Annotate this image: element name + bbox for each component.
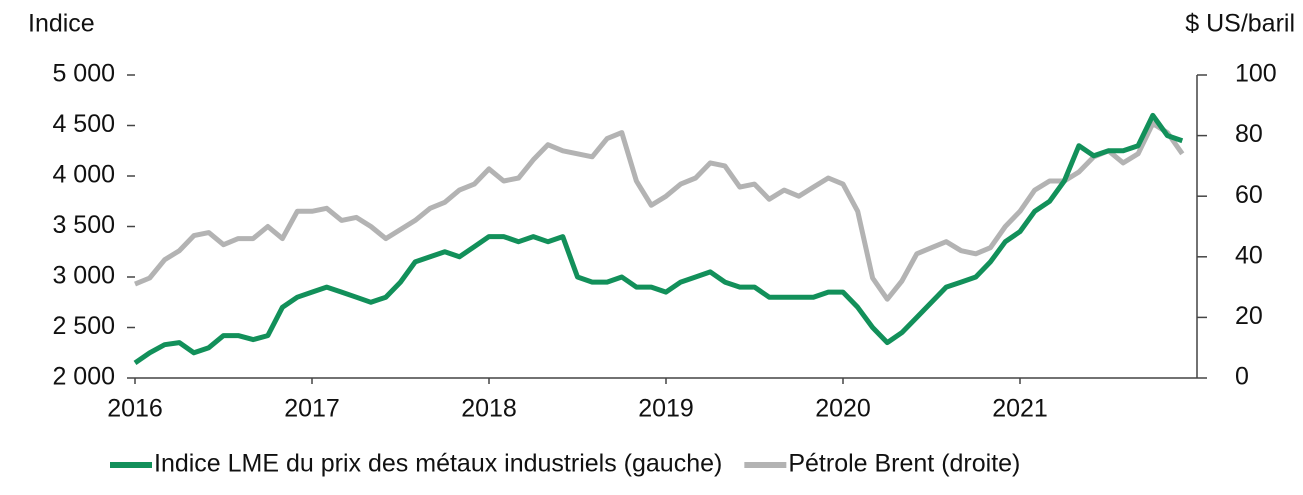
series-line (134, 121, 1185, 302)
y2-tick-label: 40 (1235, 241, 1263, 269)
y-axis-title: Indice (28, 10, 95, 38)
y-tick-label: 5 000 (52, 60, 115, 88)
x-tick-label: 2016 (107, 395, 163, 423)
x-tick-label: 2019 (638, 395, 694, 423)
y-tick-label: 2 000 (52, 363, 115, 391)
y2-tick-label: 60 (1235, 181, 1263, 209)
legend-label: Pétrole Brent (droite) (788, 450, 1020, 478)
legend-label: Indice LME du prix des métaux industriel… (154, 450, 722, 478)
series-line (133, 112, 1184, 365)
y2-tick-label: 0 (1235, 363, 1249, 391)
y2-tick-label: 80 (1235, 120, 1263, 148)
y-tick-label: 2 500 (52, 312, 115, 340)
y2-tick-label: 100 (1235, 60, 1277, 88)
y2-tick-label: 20 (1235, 302, 1263, 330)
y-tick-label: 3 500 (52, 211, 115, 239)
x-tick-label: 2021 (992, 395, 1048, 423)
x-tick-label: 2018 (461, 395, 517, 423)
y-tick-label: 4 000 (52, 161, 115, 189)
y-tick-label: 4 500 (52, 110, 115, 138)
y-tick-label: 3 000 (52, 262, 115, 290)
y2-axis-title: $ US/baril (1185, 10, 1295, 38)
x-tick-label: 2020 (815, 395, 871, 423)
x-tick-label: 2017 (284, 395, 340, 423)
